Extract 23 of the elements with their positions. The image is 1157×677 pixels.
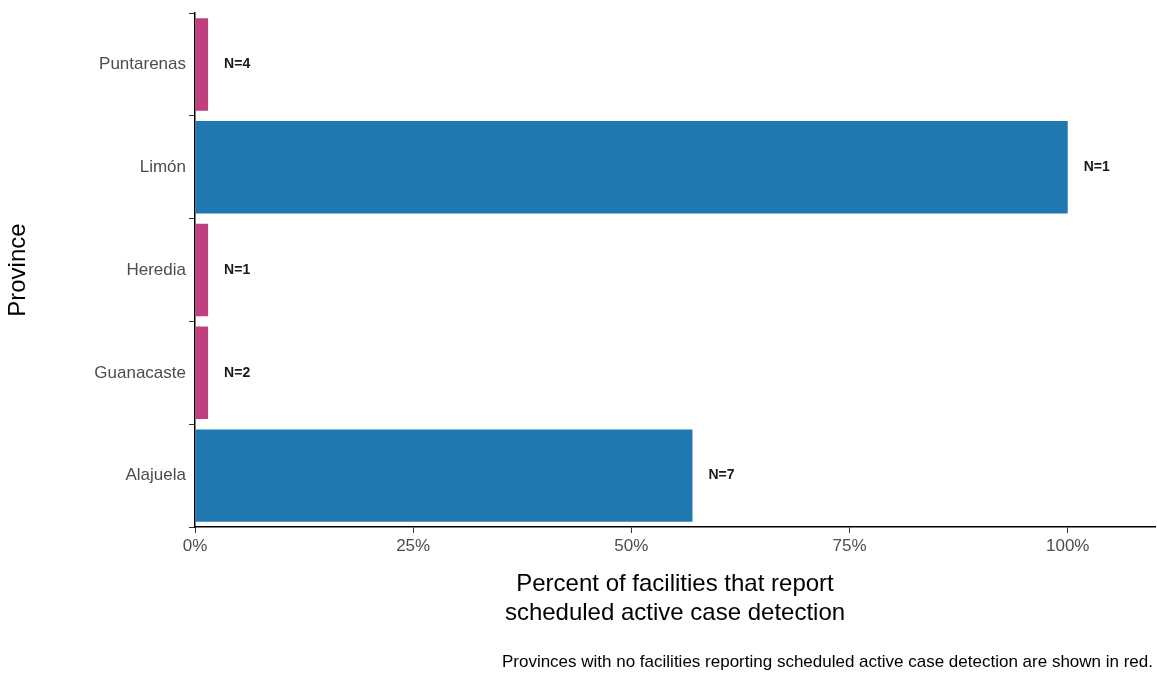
y-tick-label: Alajuela [125, 465, 187, 485]
bar [195, 223, 209, 317]
annotation: N=1 [224, 260, 251, 277]
y-tick-label: Puntarenas [99, 54, 186, 74]
y-axis-title: Province [3, 223, 31, 317]
x-tick-label: 0% [182, 535, 208, 555]
x-tick-label: 75% [832, 535, 867, 555]
annotation: N=4 [224, 55, 251, 72]
annotation: N=2 [224, 363, 251, 380]
x-tick-label: 50% [614, 535, 649, 555]
bar [195, 326, 209, 420]
x-axis-title: Percent of facilities that report scheduled active case detection [504, 569, 846, 626]
text: Provinces with no facilities reporting scheduled active case detection are shown in red. [501, 652, 1153, 671]
y-tick-label: Heredia [126, 259, 187, 279]
bar [195, 121, 1068, 214]
annotation: N=1 [1083, 158, 1111, 175]
bar [195, 18, 209, 111]
y-tick-label: Guanacaste [94, 362, 186, 382]
x-tick-label: 100% [1045, 535, 1090, 555]
y-tick-label: Limón [139, 157, 186, 177]
bar [195, 429, 693, 522]
annotation: N=7 [708, 466, 735, 483]
x-tick-label: 25% [396, 535, 431, 555]
